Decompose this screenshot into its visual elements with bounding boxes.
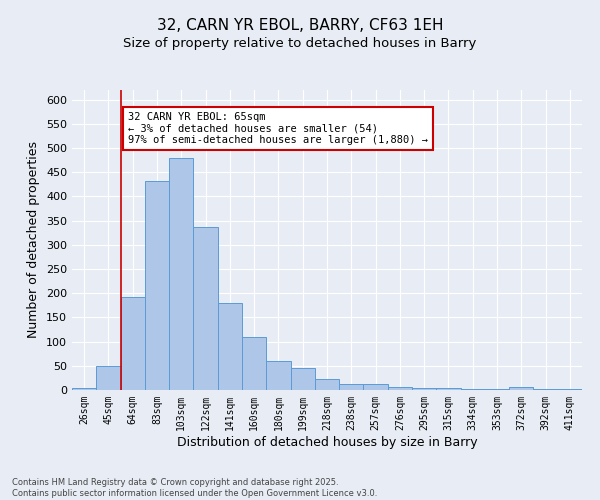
Bar: [412, 388, 436, 390]
Bar: [436, 388, 461, 390]
Bar: [242, 337, 266, 390]
X-axis label: Distribution of detached houses by size in Barry: Distribution of detached houses by size …: [176, 436, 478, 448]
Bar: [388, 386, 412, 390]
Bar: [485, 389, 509, 390]
Bar: [339, 384, 364, 390]
Bar: [558, 388, 582, 390]
Bar: [461, 388, 485, 390]
Bar: [509, 387, 533, 390]
Text: 32, CARN YR EBOL, BARRY, CF63 1EH: 32, CARN YR EBOL, BARRY, CF63 1EH: [157, 18, 443, 32]
Bar: [364, 384, 388, 390]
Bar: [290, 368, 315, 390]
Bar: [315, 380, 339, 390]
Bar: [145, 181, 169, 390]
Bar: [193, 227, 218, 390]
Bar: [266, 361, 290, 390]
Y-axis label: Number of detached properties: Number of detached properties: [28, 142, 40, 338]
Bar: [72, 388, 96, 390]
Text: Contains HM Land Registry data © Crown copyright and database right 2025.
Contai: Contains HM Land Registry data © Crown c…: [12, 478, 377, 498]
Bar: [96, 366, 121, 390]
Text: Size of property relative to detached houses in Barry: Size of property relative to detached ho…: [124, 38, 476, 51]
Bar: [218, 303, 242, 390]
Bar: [533, 389, 558, 390]
Bar: [121, 297, 145, 390]
Bar: [169, 158, 193, 390]
Text: 32 CARN YR EBOL: 65sqm
← 3% of detached houses are smaller (54)
97% of semi-deta: 32 CARN YR EBOL: 65sqm ← 3% of detached …: [128, 112, 428, 145]
